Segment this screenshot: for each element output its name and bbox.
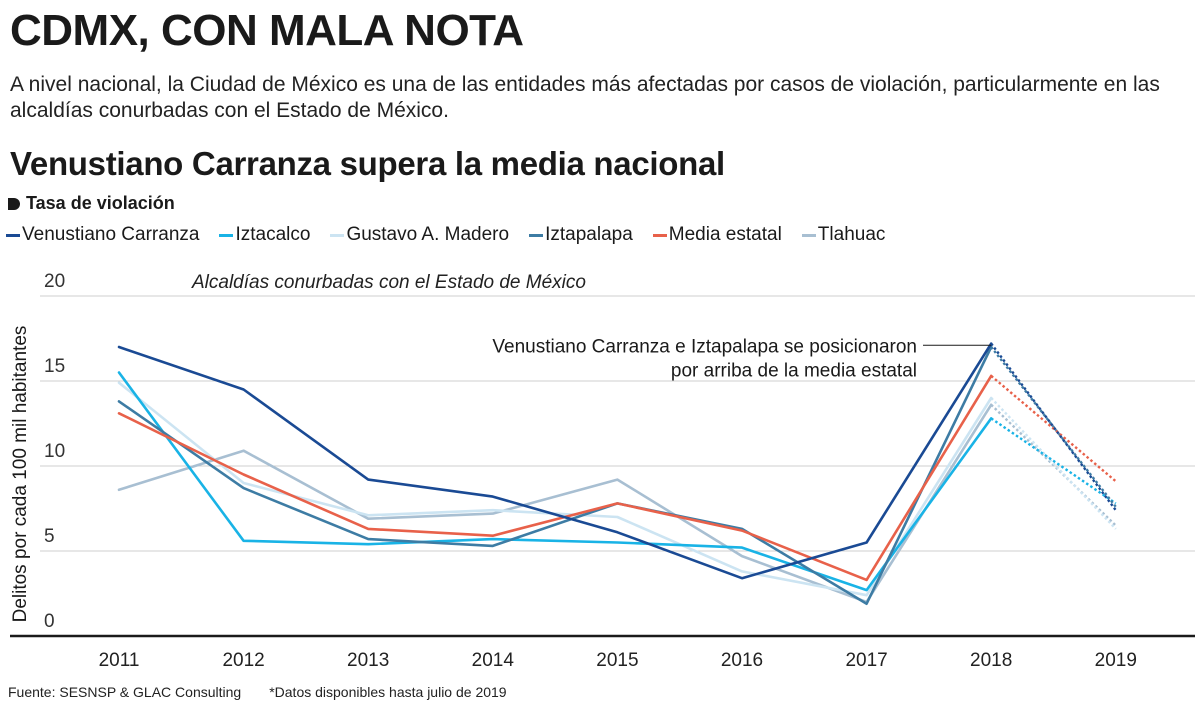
y-tick-label: 5 [44, 526, 55, 547]
legend-item-gustavo-a-madero: Gustavo A. Madero [330, 224, 509, 246]
y-tick-label: 20 [44, 271, 65, 292]
legend-label: Venustiano Carranza [22, 224, 200, 245]
legend-label: Tlahuac [817, 224, 886, 245]
chart-subtitle: Alcaldías conurbadas con el Estado de Mé… [191, 272, 586, 293]
y-tick-label: 10 [44, 441, 65, 462]
page-title: CDMX, CON MALA NOTA [10, 6, 524, 55]
series-line-venustiano-carranza [117, 342, 993, 580]
legend-label: Iztapalapa [545, 224, 633, 245]
legend-swatch [529, 233, 544, 237]
series-projection-gustavo-a-madero [990, 397, 1117, 530]
data-availability-note: *Datos disponibles hasta julio de 2019 [269, 684, 507, 700]
x-tick-label: 2015 [596, 650, 638, 671]
tag-icon [8, 197, 20, 210]
legend-swatch [652, 233, 667, 237]
annotation-text: Venustiano Carranza e Iztapalapa se posi… [492, 336, 917, 357]
series-line-tlahuac [117, 403, 993, 604]
y-axis-title: Delitos por cada 100 mil habitantes [10, 326, 31, 623]
series-projection-iztapalapa [990, 346, 1117, 508]
legend-swatch [801, 233, 816, 237]
x-tick-label: 2019 [1095, 650, 1137, 671]
legend-item-tlahuac: Tlahuac [801, 224, 886, 246]
legend-swatch [330, 233, 345, 237]
legend-swatch [6, 233, 20, 237]
series-line-iztacalco [117, 371, 993, 592]
x-tick-label: 2012 [222, 650, 264, 671]
intro-text: A nivel nacional, la Ciudad de México es… [10, 73, 1160, 122]
legend-label: Media estatal [668, 224, 782, 245]
line-chart: 0 5 10 15 20 Delitos por cada 100 mil habitan… [10, 271, 1195, 671]
source-note: Fuente: SESNSP & GLAC Consulting [8, 684, 242, 700]
x-tick-label: 2018 [970, 650, 1012, 671]
x-tick-label: 2016 [721, 650, 763, 671]
series-line-media-estatal [117, 374, 993, 582]
series-line-iztapalapa [117, 345, 993, 606]
measure-label-text: Tasa de violación [26, 193, 175, 213]
legend-item-venustiano-carranza: Venustiano Carranza [6, 224, 199, 246]
measure-label: Tasa de violación [8, 193, 175, 214]
legend-label: Gustavo A. Madero [346, 224, 510, 245]
y-tick-label: 0 [44, 611, 55, 632]
x-tick-label: 2017 [845, 650, 887, 671]
legend-item-iztacalco: Iztacalco [219, 224, 310, 246]
series-projection-iztacalco [990, 417, 1117, 505]
chart-title: Venustiano Carranza supera la media naci… [10, 145, 725, 182]
x-tick-label: 2014 [472, 650, 515, 671]
legend-item-media-estatal: Media estatal [652, 224, 782, 246]
footer: Fuente: SESNSP & GLAC Consulting *Datos … [8, 684, 535, 700]
legend-swatch [219, 233, 234, 237]
x-tick-label: 2013 [347, 650, 389, 671]
series-line-gustavo-a-madero [117, 381, 993, 597]
legend-item-iztapalapa: Iztapalapa [529, 224, 633, 246]
annotation-text: por arriba de la media estatal [671, 360, 917, 381]
legend-label: Iztacalco [235, 224, 311, 245]
y-tick-label: 15 [44, 356, 65, 377]
chart-legend: Venustiano Carranza Iztacalco Gustavo A. M… [6, 224, 905, 246]
x-tick-label: 2011 [99, 650, 140, 671]
